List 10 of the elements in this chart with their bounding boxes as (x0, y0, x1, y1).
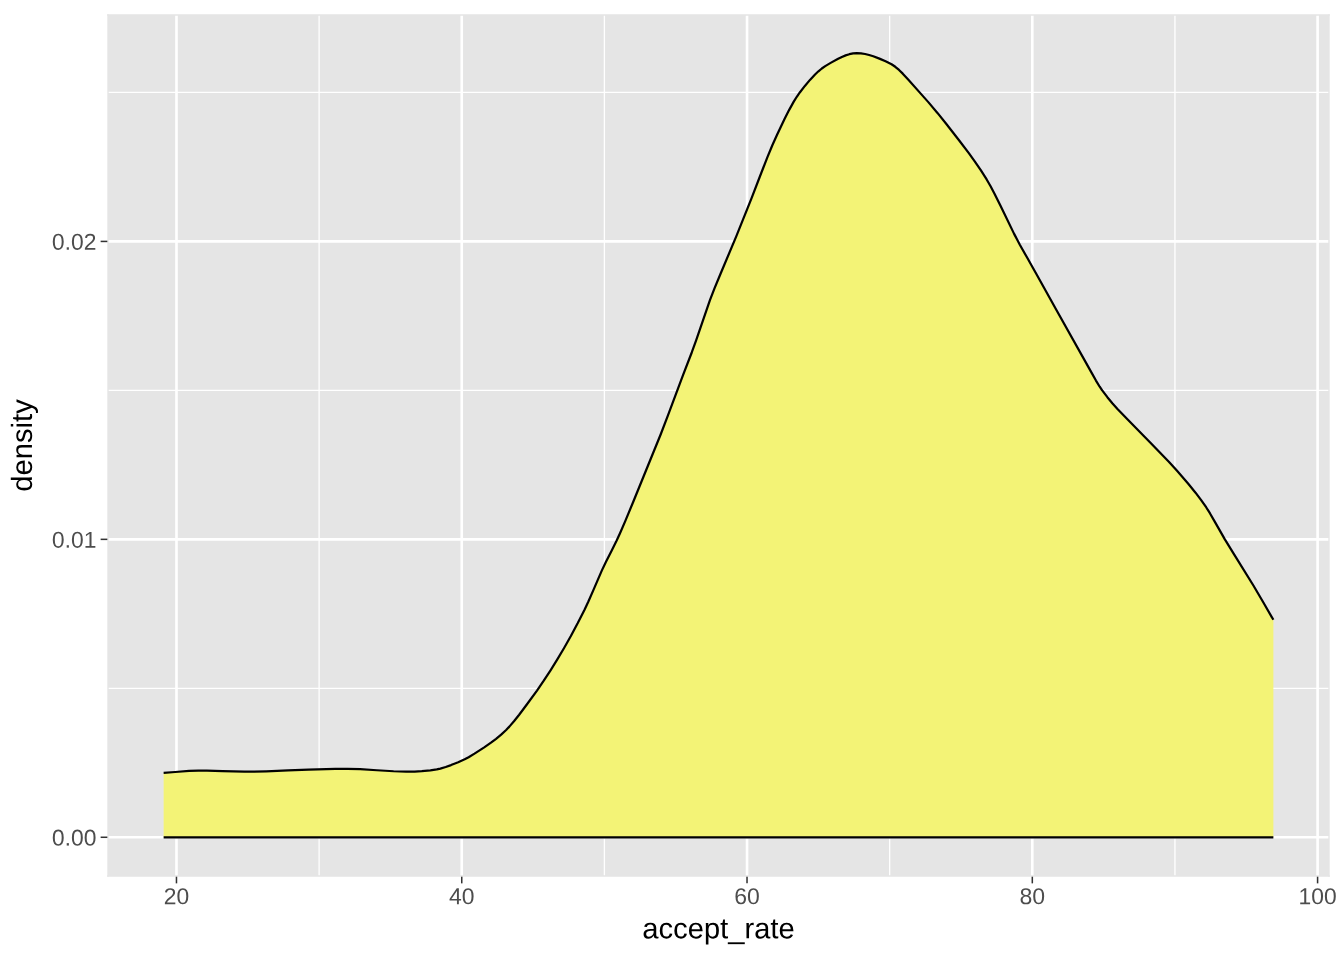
x-tick-label: 60 (735, 888, 759, 905)
y-tick-label: 0.01 (52, 531, 96, 548)
x-tick-label: 100 (1300, 888, 1336, 905)
x-tick-label: 80 (1020, 888, 1045, 905)
x-axis-title: accept_rate (643, 919, 794, 945)
x-tick-label: 40 (449, 888, 474, 905)
y-tick-label: 0.00 (52, 829, 96, 846)
y-axis-title: density (10, 399, 38, 491)
y-tick-label: 0.02 (52, 233, 96, 250)
x-tick-label: 20 (164, 888, 189, 905)
